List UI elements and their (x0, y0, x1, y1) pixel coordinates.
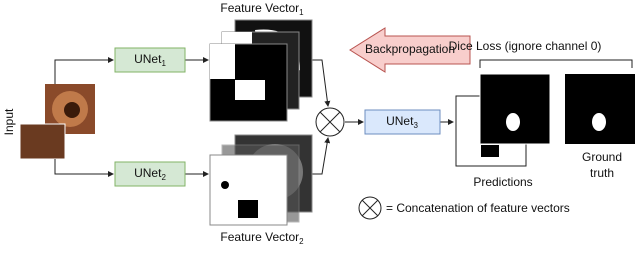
subscript: 1 (299, 8, 304, 17)
unet-box (114, 161, 186, 187)
backprop-arrow (349, 27, 471, 73)
unet2-label: UNet2 (134, 166, 166, 182)
ground-truth-image (565, 74, 635, 144)
backprop-label: Backpropagation (365, 42, 455, 56)
feature-vector2-label: Feature Vector2 (220, 230, 304, 246)
predictions-label: Predictions (473, 175, 532, 189)
unet-box (114, 47, 186, 73)
subscript: 1 (161, 59, 166, 68)
unet3-label: UNet3 (386, 114, 418, 130)
label-text: Feature Vector (220, 1, 299, 15)
prediction-images (455, 73, 551, 167)
feature-vector1-label: Feature Vector1 (220, 1, 304, 17)
feature-maps (209, 134, 313, 226)
arrow (312, 137, 331, 175)
ground-truth-label: Ground (582, 150, 622, 164)
label-text: Feature Vector (220, 230, 299, 244)
subscript: 3 (413, 121, 418, 130)
label-text: UNet (386, 114, 414, 128)
bracket (479, 59, 633, 68)
feature-maps (209, 19, 313, 122)
arrow (312, 59, 331, 107)
arrow (54, 159, 114, 177)
ground-truth-label: truth (590, 166, 614, 180)
unet-box (364, 109, 441, 135)
label-text: UNet (134, 52, 162, 66)
legend-label: = Concatenation of feature vectors (386, 201, 570, 215)
unet1-label: UNet1 (134, 52, 166, 68)
input-label: Input (2, 108, 16, 135)
concat-symbol (315, 107, 345, 137)
input-image (19, 84, 95, 160)
arrow (54, 57, 114, 84)
label-text: UNet (134, 166, 162, 180)
subscript: 2 (299, 237, 304, 246)
subscript: 2 (161, 173, 166, 182)
dice-loss-label: Dice Loss (ignore channel 0) (449, 39, 602, 53)
legend-symbol (358, 196, 382, 220)
